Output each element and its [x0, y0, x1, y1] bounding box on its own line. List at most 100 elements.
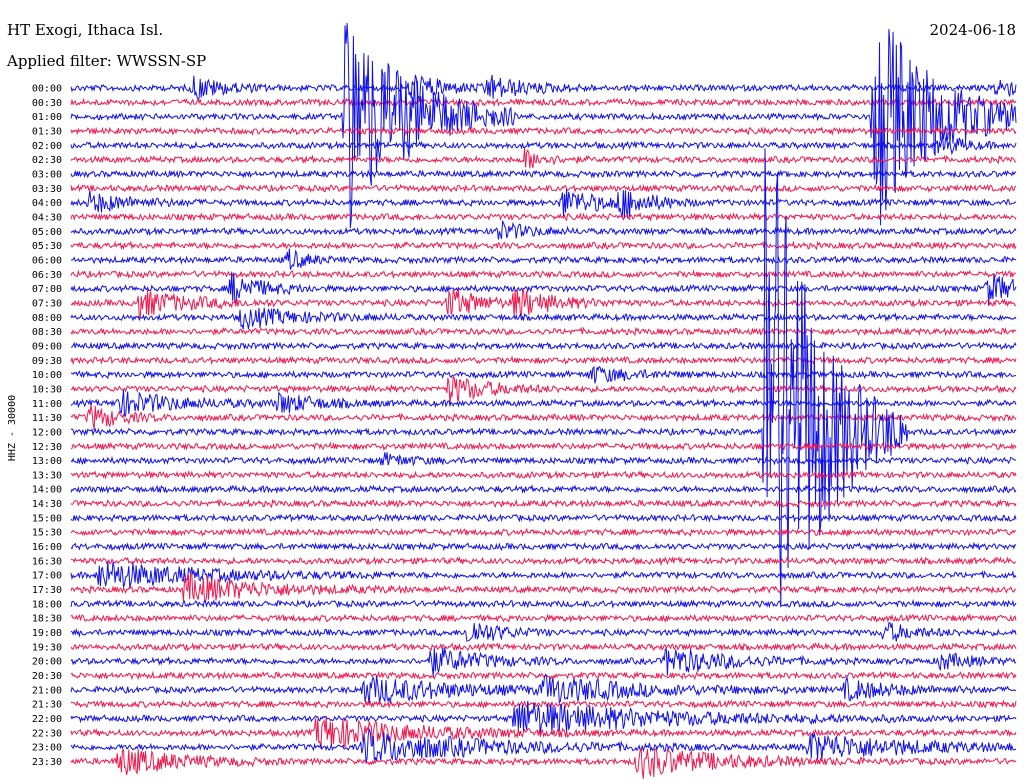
trace-line — [70, 641, 1017, 653]
trace-line — [70, 269, 1016, 280]
trace-line — [70, 441, 1017, 452]
tick-label: 08:00 — [32, 313, 62, 324]
trace-line — [70, 365, 1017, 384]
tick-label: 14:30 — [32, 499, 62, 510]
tick-label: 02:30 — [32, 155, 62, 166]
tick-label: 09:00 — [32, 341, 62, 352]
trace-line — [70, 147, 1017, 169]
y-axis-label: HHZ - 30000 — [7, 395, 18, 461]
date-label: 2024-06-18 — [930, 21, 1016, 39]
tick-label: 20:30 — [32, 671, 62, 682]
tick-label: 17:30 — [32, 585, 62, 596]
tick-label: 15:30 — [32, 528, 62, 539]
tick-label: 08:30 — [32, 327, 62, 338]
trace-line — [70, 699, 1017, 709]
trace-line — [70, 613, 1017, 623]
tick-label: 13:00 — [32, 456, 62, 467]
tick-label: 05:30 — [32, 241, 62, 252]
tick-label: 04:00 — [32, 198, 62, 209]
tick-label: 21:00 — [32, 685, 62, 696]
trace-line — [70, 326, 1017, 337]
tick-label: 17:00 — [32, 571, 62, 582]
tick-label: 12:30 — [32, 442, 62, 453]
trace-line — [70, 716, 1017, 750]
tick-label: 07:00 — [32, 284, 62, 295]
trace-line — [70, 169, 1017, 179]
tick-label: 10:00 — [32, 370, 62, 381]
trace-line — [70, 404, 1017, 430]
trace-line — [70, 541, 1017, 552]
trace-line — [70, 74, 1017, 102]
trace-line — [70, 341, 1017, 351]
trace-line — [70, 219, 1017, 240]
trace-line — [70, 670, 1017, 681]
tick-label: 05:00 — [32, 227, 62, 238]
trace-line — [70, 272, 1017, 306]
trace-line — [70, 374, 1017, 405]
tick-label: 03:00 — [32, 170, 62, 181]
trace-line — [70, 556, 1017, 567]
tick-label: 15:00 — [32, 513, 62, 524]
tick-label: 18:30 — [32, 614, 62, 625]
trace-line — [70, 572, 1017, 603]
tick-label: 07:30 — [32, 298, 62, 309]
trace-line — [70, 189, 1017, 219]
trace-line — [70, 498, 1017, 509]
filter-subtitle: Applied filter: WWSSN-SP — [6, 52, 206, 70]
tick-label: 22:00 — [32, 714, 62, 725]
tick-label: 10:30 — [32, 384, 62, 395]
trace-line — [70, 622, 1017, 642]
trace-line — [70, 307, 1017, 330]
tick-label: 20:00 — [32, 657, 62, 668]
tick-label: 11:00 — [32, 399, 62, 410]
trace-line — [70, 598, 1017, 609]
tick-label: 01:30 — [32, 127, 62, 138]
trace-line — [70, 288, 1017, 319]
tick-label: 16:30 — [32, 556, 62, 567]
tick-label: 23:00 — [32, 743, 62, 754]
trace-line — [70, 125, 1017, 137]
trace-line — [70, 22, 1017, 229]
tick-label: 19:00 — [32, 628, 62, 639]
tick-label: 06:00 — [32, 256, 62, 267]
tick-label: 12:00 — [32, 427, 62, 438]
tick-label: 22:30 — [32, 728, 62, 739]
tick-label: 04:30 — [32, 213, 62, 224]
trace-line — [70, 148, 1017, 608]
trace-line — [70, 452, 1017, 467]
trace-line — [70, 248, 1017, 270]
tick-label: 00:00 — [32, 84, 62, 95]
tick-label: 01:00 — [32, 112, 62, 123]
tick-label: 21:30 — [32, 700, 62, 711]
trace-line — [70, 527, 1017, 537]
tick-label: 16:00 — [32, 542, 62, 553]
tick-label: 03:30 — [32, 184, 62, 195]
tick-label: 11:30 — [32, 413, 62, 424]
trace-line — [70, 513, 1017, 523]
trace-line — [70, 647, 1017, 677]
trace-line — [70, 673, 1017, 706]
tick-label: 18:00 — [32, 599, 62, 610]
time-tick-labels: 00:00 00:30 01:00 01:30 02:00 02:30 03:00 03:30… — [32, 84, 62, 769]
trace-line — [70, 97, 1017, 108]
trace-line — [70, 133, 1017, 156]
trace-line — [70, 183, 1017, 194]
trace-line — [70, 240, 1017, 251]
trace-line — [70, 727, 1017, 764]
tick-label: 06:30 — [32, 270, 62, 281]
tick-label: 02:00 — [32, 141, 62, 152]
seismic-traces — [70, 22, 1017, 779]
tick-label: 19:30 — [32, 642, 62, 653]
trace-line — [70, 700, 1017, 736]
trace-line — [70, 355, 1017, 366]
trace-line — [70, 211, 1017, 222]
tick-label: 09:30 — [32, 356, 62, 367]
tick-label: 14:00 — [32, 485, 62, 496]
trace-line — [70, 484, 1017, 495]
trace-line — [70, 747, 1017, 779]
tick-label: 13:30 — [32, 470, 62, 481]
tick-label: 23:30 — [32, 757, 62, 768]
station-title: HT Exogi, Ithaca Isl. — [7, 21, 163, 39]
tick-label: 00:30 — [32, 98, 62, 109]
